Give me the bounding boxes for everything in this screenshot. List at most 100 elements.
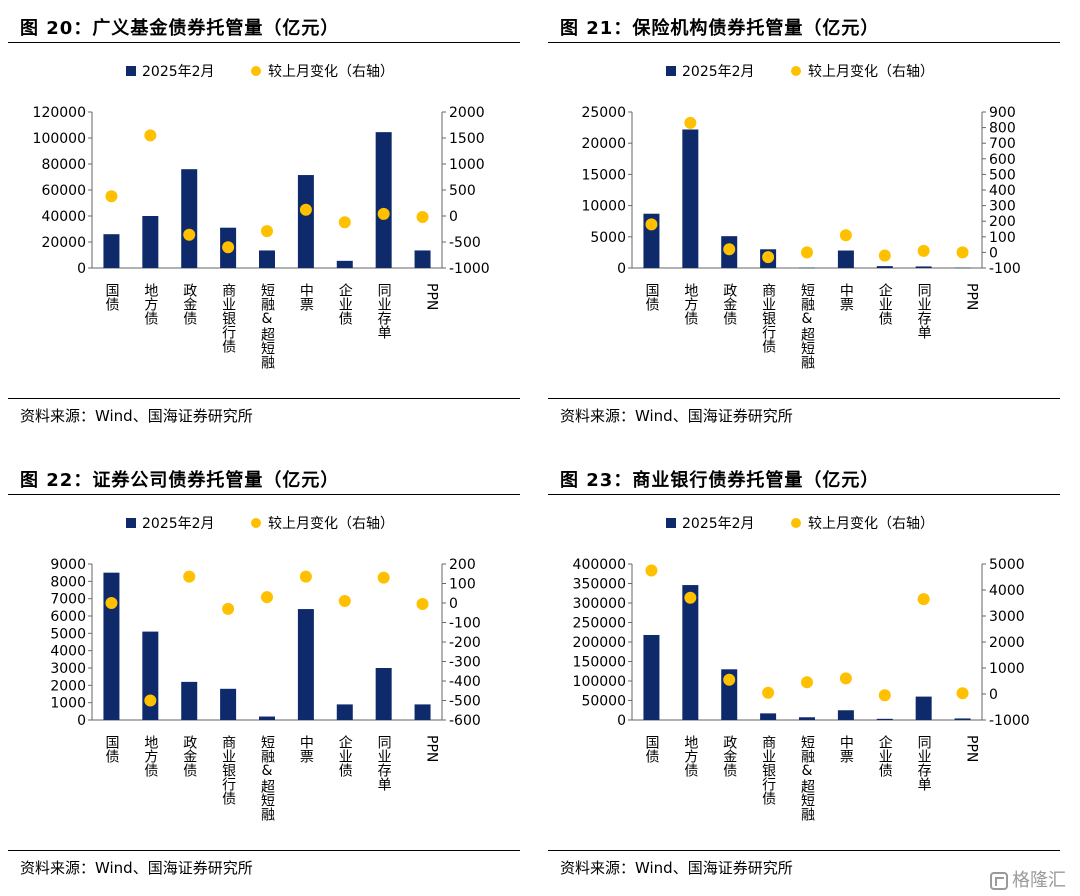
data-point: [222, 241, 235, 254]
y-tick-label-right: 200: [989, 214, 1016, 230]
x-tick-label: 国债: [103, 735, 119, 763]
bar: [336, 704, 353, 720]
y-tick-label-right: -1000: [989, 713, 1030, 729]
legend-dot-swatch: [791, 66, 801, 76]
bar: [259, 250, 275, 268]
y-tick-label-left: 200000: [573, 635, 626, 651]
bar: [336, 260, 353, 268]
x-tick-label: 企业债: [337, 282, 353, 325]
bar: [181, 681, 198, 720]
legend-bar-swatch: [666, 66, 676, 76]
y-tick-label-right: -500: [449, 694, 481, 710]
y-tick-label-right: 2000: [989, 635, 1025, 651]
data-point: [801, 246, 813, 259]
y-tick-label-left: 9000: [50, 557, 86, 573]
data-point: [917, 593, 930, 606]
x-tick-label: PPN: [424, 735, 440, 762]
y-tick-label-left: 100000: [33, 131, 86, 147]
bar: [220, 688, 237, 720]
y-tick-label-right: -500: [449, 235, 481, 251]
y-tick-label-right: 400: [989, 183, 1016, 199]
x-tick-label: 政金债: [181, 735, 197, 777]
y-tick-label-left: 4000: [50, 644, 86, 660]
y-tick-label-left: 6000: [50, 609, 86, 625]
bar: [297, 609, 314, 720]
chart-panel-fig20: 图 20：广义基金债券托管量（亿元） 2025年2月 较上月变化（右轴） 0 2000…: [0, 0, 520, 440]
y-tick-label-left: 5000: [590, 230, 626, 246]
bar: [103, 234, 120, 268]
data-point: [261, 591, 273, 604]
bar: [799, 267, 815, 269]
legend-bar-label: 2025年2月: [682, 64, 755, 80]
legend-dot-label: 较上月变化（右轴）: [268, 64, 394, 80]
legend-dot-label: 较上月变化（右轴）: [268, 516, 394, 532]
y-tick-label-left: 40000: [41, 209, 86, 225]
chart-title: 图 21：保险机构债券托管量（亿元）: [560, 18, 880, 39]
x-tick-label: 企业债: [877, 282, 893, 325]
y-tick-label-right: 2000: [449, 105, 485, 121]
x-tick-label: 国债: [643, 283, 659, 311]
legend-dot-swatch: [251, 66, 261, 76]
y-tick-label-left: 0: [617, 261, 626, 277]
data-point: [956, 246, 969, 259]
y-tick-label-right: -100: [989, 261, 1021, 277]
data-point: [645, 218, 658, 231]
watermark-text: 格隆汇: [1012, 870, 1066, 891]
legend: 2025年2月 较上月变化（右轴）: [666, 516, 934, 532]
x-tick-label: 国债: [643, 735, 659, 763]
y-tick-label-right: -600: [449, 713, 481, 729]
data-point: [839, 229, 852, 242]
x-tick-label: 企业债: [337, 734, 353, 777]
source-divider: [548, 850, 1060, 851]
data-point: [956, 687, 969, 700]
chart-title: 图 20：广义基金债券托管量（亿元）: [20, 18, 340, 39]
bar: [414, 704, 431, 720]
legend-dot-swatch: [791, 518, 801, 528]
y-tick-label-left: 7000: [50, 592, 86, 608]
y-tick-label-left: 80000: [41, 157, 86, 173]
data-point: [723, 243, 736, 256]
y-tick-label-right: 800: [989, 121, 1016, 137]
legend-bar-label: 2025年2月: [682, 516, 755, 532]
y-tick-label-right: -400: [449, 674, 481, 690]
x-tick-label: 同业存单: [916, 735, 932, 791]
data-point: [801, 676, 813, 689]
bar: [375, 668, 392, 720]
data-point: [762, 686, 775, 699]
y-tick-label-right: 500: [989, 167, 1016, 183]
bar: [142, 216, 159, 268]
y-tick-label-right: 4000: [989, 583, 1025, 599]
watermark-logo-icon: [990, 872, 1008, 890]
y-tick-label-left: 150000: [573, 655, 626, 671]
data-point: [684, 116, 697, 129]
y-tick-label-right: 100: [989, 230, 1016, 246]
legend-dot-label: 较上月变化（右轴）: [808, 516, 934, 532]
y-tick-label-right: 300: [989, 199, 1016, 215]
x-tick-label: 企业债: [877, 734, 893, 777]
y-tick-label-left: 250000: [573, 616, 626, 632]
y-tick-label-right: -300: [449, 655, 481, 671]
x-tick-label: 商业银行债: [760, 283, 776, 353]
bar: [915, 266, 932, 268]
data-point: [684, 591, 697, 604]
data-point: [299, 570, 312, 583]
y-tick-label-left: 0: [617, 713, 626, 729]
x-tick-label: 同业存单: [376, 735, 392, 791]
chart-area: 2025年2月 较上月变化（右轴）050000100000150000200000…: [573, 516, 1030, 821]
y-tick-label-right: 1000: [449, 157, 485, 173]
bar: [760, 713, 777, 720]
source-note: 资料来源：Wind、国海证券研究所: [560, 407, 793, 425]
x-tick-label: 商业银行债: [220, 283, 236, 353]
y-tick-label-right: 500: [449, 183, 476, 199]
bar: [297, 175, 314, 268]
title-divider: [548, 42, 1060, 43]
y-tick-label-left: 350000: [573, 577, 626, 593]
x-tick-label: 地方债: [682, 735, 698, 777]
x-tick-label: 短融&超短融: [259, 735, 275, 821]
y-tick-label-left: 1000: [50, 696, 86, 712]
data-point: [105, 597, 118, 609]
x-tick-label: 同业存单: [916, 283, 932, 339]
data-point: [723, 673, 736, 686]
y-tick-label-right: -1000: [449, 261, 490, 277]
bar: [954, 718, 971, 720]
